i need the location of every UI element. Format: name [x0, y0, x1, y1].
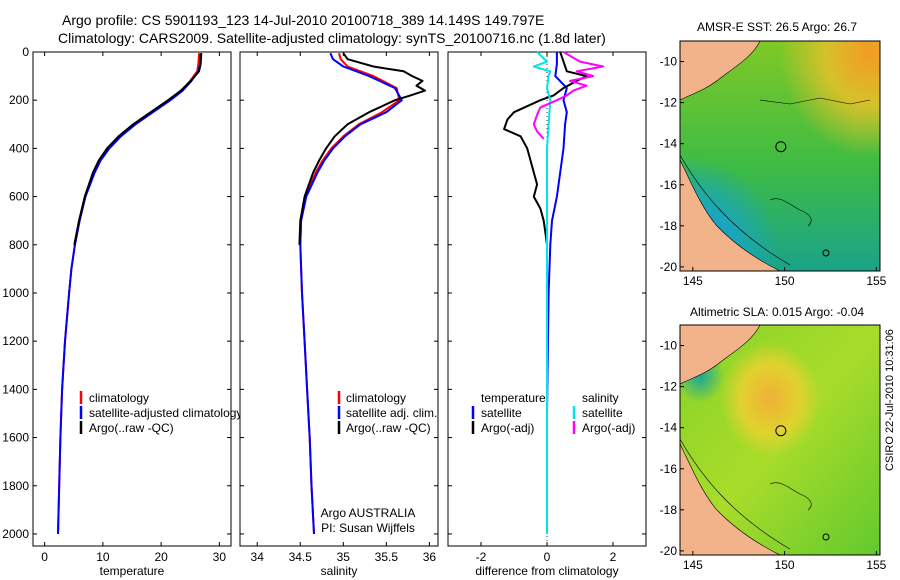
x-tick-label: 0: [544, 550, 551, 564]
difference-panel: -2 0 2 difference from climatology tempera…: [447, 51, 647, 578]
salinity-panel: 34 34.5 35 35.5 36 salinity climatology sate…: [239, 51, 439, 578]
x-tick-label: -2: [476, 550, 487, 564]
lat-tick-label: -10: [660, 55, 678, 69]
x-tick-label: 10: [96, 550, 110, 564]
legend-heading-temperature: temperature: [481, 391, 546, 405]
lon-tick-label: 150: [775, 274, 795, 288]
series-line-salinity-satellite: [532, 51, 552, 534]
sla-map: Altimetric SLA: 0.015 Argo: -0.04 145 150…: [660, 305, 887, 572]
difference-xlabel: difference from climatology: [475, 564, 618, 578]
land-png: [680, 41, 761, 101]
sst-map-title: AMSR-E SST: 26.5 Argo: 26.7: [697, 20, 857, 34]
lat-tick-label: -10: [660, 339, 678, 353]
reef-outline: [759, 97, 871, 105]
series-line-satellite-adj-clim: [299, 52, 403, 535]
sst-map-frame: [679, 40, 881, 272]
secondary-marker: [822, 249, 830, 257]
series-line-argo-raw-qc: [73, 53, 203, 245]
legend-label-satellite: satellite-adjusted climatology: [89, 406, 242, 420]
land-australia: [680, 443, 781, 555]
x-tick-label: 20: [154, 550, 168, 564]
legend-label-argo: Argo(..raw -QC): [346, 421, 431, 435]
difference-legend: temperature satellite Argo(-adj) salinit…: [471, 391, 635, 435]
x-tick-label: 35: [337, 550, 351, 564]
y-tick-label: 400: [9, 141, 29, 155]
sla-map-frame: [679, 324, 881, 556]
x-tick-label: 30: [213, 550, 227, 564]
lon-tick-label: 145: [683, 558, 703, 572]
y-tick-label: 1200: [2, 334, 29, 348]
sla-map-title: Altimetric SLA: 0.015 Argo: -0.04: [690, 305, 864, 319]
series-line-temperature-satellite: [546, 52, 568, 534]
temperature-legend: climatology satellite-adjusted climatolo…: [79, 391, 242, 435]
annotation-argo-australia: Argo AUSTRALIA: [321, 506, 416, 520]
float-position-marker: [775, 425, 787, 437]
lon-tick-label: 155: [866, 274, 886, 288]
legend-heading-salinity: salinity: [582, 391, 619, 405]
float-position-marker: [775, 141, 787, 153]
temperature-plot-frame: [32, 51, 232, 547]
lat-tick-label: -18: [660, 503, 678, 517]
x-tick-label: 36: [423, 550, 437, 564]
legend-label-climatology: climatology: [89, 391, 149, 405]
annotation-pi: PI: Susan Wijffels: [321, 521, 415, 535]
salinity-legend: climatology satellite adj. clim. Argo(..…: [337, 391, 437, 435]
lat-tick-label: -12: [660, 380, 678, 394]
series-line-salinity-argo-adj: [532, 51, 605, 140]
temperature-xlabel: temperature: [100, 564, 165, 578]
reef-outline: [769, 198, 812, 227]
y-tick-label: 800: [9, 238, 29, 252]
lon-tick-label: 145: [683, 274, 703, 288]
lat-tick-label: -14: [660, 421, 678, 435]
x-tick-label: 35.5: [375, 550, 399, 564]
lat-tick-label: -12: [660, 96, 678, 110]
x-tick-label: 2: [610, 550, 617, 564]
legend-label-sal-argo: Argo(-adj): [582, 421, 635, 435]
legend-label-temp-argo: Argo(-adj): [481, 421, 534, 435]
y-tick-label: 1400: [2, 382, 29, 396]
lat-tick-label: -18: [660, 219, 678, 233]
y-tick-label: 200: [9, 93, 29, 107]
figure-title-line-2: Climatology: CARS2009. Satellite-adjuste…: [58, 30, 606, 46]
salinity-xlabel: salinity: [321, 564, 358, 578]
x-tick-label: 34: [251, 550, 265, 564]
land-australia: [680, 159, 781, 271]
lat-tick-label: -20: [660, 544, 678, 558]
x-tick-label: 34.5: [289, 550, 313, 564]
lon-tick-label: 155: [866, 558, 886, 572]
y-tick-label: 600: [9, 190, 29, 204]
reef-outline: [769, 482, 812, 511]
lat-tick-label: -20: [660, 260, 678, 274]
land-png: [680, 325, 761, 385]
legend-label-climatology: climatology: [346, 391, 406, 405]
figure-title-line-1: Argo profile: CS 5901193_123 14-Jul-2010…: [62, 12, 545, 28]
y-tick-label: 2000: [2, 527, 29, 541]
depth-contour: [680, 154, 791, 266]
legend-label-satellite: satellite adj. clim.: [346, 406, 437, 420]
salinity-plot-frame: [239, 51, 439, 547]
lat-tick-label: -14: [660, 137, 678, 151]
lon-tick-label: 150: [775, 558, 795, 572]
lat-tick-label: -16: [660, 178, 678, 192]
timestamp-stamp: CSIRO 22-Jul-2010 10:31:06: [884, 329, 896, 471]
series-line-argo-raw-qc: [298, 52, 427, 245]
lat-tick-label: -16: [660, 462, 678, 476]
temperature-panel: 0 200 400 600 800 1000 1200 1400 1600 1800 2000 0 1…: [2, 45, 242, 578]
y-tick-label: 0: [22, 45, 29, 59]
x-tick-label: 0: [41, 550, 48, 564]
y-tick-label: 1000: [2, 286, 29, 300]
sst-map: AMSR-E SST: 26.5 Argo: 26.7 145 150 155 -10…: [660, 20, 887, 288]
legend-label-sal-satellite: satellite: [582, 406, 623, 420]
legend-label-argo: Argo(..raw -QC): [89, 421, 174, 435]
y-tick-label: 1800: [2, 479, 29, 493]
depth-contour: [680, 438, 791, 550]
secondary-marker: [822, 533, 830, 541]
y-tick-label: 1600: [2, 431, 29, 445]
legend-label-temp-satellite: satellite: [481, 406, 522, 420]
